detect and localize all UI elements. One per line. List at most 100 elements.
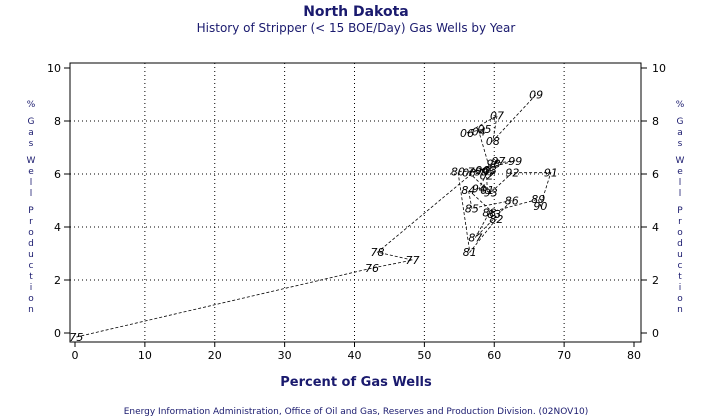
point-label: 96 (475, 164, 489, 177)
point-label: 88 (482, 206, 496, 219)
y-axis-label-char: t (29, 272, 33, 282)
y-tick-label-left: 4 (54, 221, 61, 234)
point-label: 79 (468, 165, 482, 178)
x-tick-label: 80 (627, 349, 641, 362)
y-axis-label-char: l (679, 189, 682, 199)
y-tick-label-left: 8 (54, 115, 61, 128)
x-tick-label: 60 (487, 349, 501, 362)
y-tick-label-left: 0 (54, 327, 61, 340)
point-label: 83 (487, 208, 501, 221)
y-tick-label-left: 10 (47, 62, 61, 75)
y-axis-label-char: s (678, 139, 683, 149)
point-label: 05 (477, 123, 491, 136)
point-label: 98 (487, 157, 501, 170)
y-axis-label-char: r (678, 217, 682, 227)
y-axis-label-char: o (28, 294, 34, 304)
y-axis-label-char: t (678, 272, 682, 282)
x-tick-label: 40 (348, 349, 362, 362)
chart-subtitle: History of Stripper (< 15 BOE/Day) Gas W… (197, 21, 516, 35)
y-axis-label-char: c (29, 261, 34, 271)
x-tick-label: 30 (278, 349, 292, 362)
y-axis-label-char: r (29, 217, 33, 227)
y-axis-label-char: i (679, 283, 682, 293)
point-label: 80 (451, 165, 465, 178)
y-axis-label-char: i (30, 283, 33, 293)
x-tick-label: 70 (557, 349, 571, 362)
y-axis-label-char: l (30, 189, 33, 199)
y-axis-label-char: % (27, 100, 36, 110)
point-label: 78 (371, 246, 385, 259)
point-label: 06 (460, 127, 474, 140)
y-axis-label-char: P (677, 206, 683, 216)
y-axis-label-char: u (677, 250, 683, 260)
point-label: 77 (405, 254, 419, 267)
y-axis-label-char: e (677, 167, 683, 177)
y-axis-label-char: e (28, 167, 34, 177)
y-axis-label-char: % (676, 100, 685, 110)
x-tick-label: 20 (208, 349, 222, 362)
y-axis-label-char: o (677, 228, 683, 238)
point-label: 01 (480, 184, 494, 197)
point-label: 90 (533, 200, 547, 213)
point-label: 03 (483, 164, 497, 177)
point-label: 99 (508, 155, 522, 168)
grid (70, 63, 641, 342)
point-label: 02 (480, 169, 494, 182)
y-axis-label-char: l (679, 178, 682, 188)
y-axis-label-char: n (677, 305, 683, 315)
plot-frame (69, 62, 642, 343)
y-axis-label-char: W (27, 156, 36, 166)
y-tick-label-right: 6 (652, 168, 659, 181)
point-label: 07 (490, 110, 504, 123)
y-axis-label-char: u (28, 250, 34, 260)
point-label: 09 (529, 89, 543, 102)
x-tick-label: 0 (72, 349, 79, 362)
point-label: 85 (465, 202, 479, 215)
point-label: 94 (472, 183, 486, 196)
point-label: 81 (463, 246, 477, 259)
point-label: 87 (468, 232, 482, 245)
x-tick-label: 50 (417, 349, 431, 362)
y-tick-label-right: 8 (652, 115, 659, 128)
point-label: 75 (69, 331, 83, 344)
y-axis-label-char: G (28, 117, 35, 127)
y-axis-label-char: d (677, 239, 683, 249)
point-label: 08 (486, 135, 500, 148)
y-tick-label-left: 6 (54, 168, 61, 181)
y-axis-label-char: s (29, 139, 34, 149)
y-tick-label-right: 2 (652, 274, 659, 287)
y-tick-label-right: 4 (652, 221, 659, 234)
y-tick-label-right: 10 (652, 62, 666, 75)
point-label: 95 (481, 165, 495, 178)
y-axis-label-char: G (677, 117, 684, 127)
point-label: 92 (505, 167, 519, 180)
y-axis-label-char: c (678, 261, 683, 271)
chart-title: North Dakota (303, 4, 409, 20)
y-axis-label-char: l (30, 178, 33, 188)
y-axis-label-char: o (677, 294, 683, 304)
y-axis-label-char: P (28, 206, 34, 216)
y-axis-label-char: a (28, 128, 34, 138)
point-label: 84 (461, 184, 475, 197)
point-label: 00 (462, 167, 476, 180)
point-label: 97 (491, 155, 505, 168)
x-axis-label: Percent of Gas Wells (280, 375, 432, 390)
point-label: 89 (531, 193, 545, 206)
y-axis-label-char: a (677, 128, 683, 138)
y-axis-label-char: o (28, 228, 34, 238)
y-axis-label-char: W (676, 156, 685, 166)
footnote: Energy Information Administration, Offic… (124, 407, 589, 417)
point-label: 76 (365, 262, 379, 275)
y-axis-label-char: d (28, 239, 34, 249)
point-label: 93 (484, 187, 498, 200)
y-axis-label-char: n (28, 305, 34, 315)
y-tick-label-right: 0 (652, 327, 659, 340)
x-tick-label: 10 (138, 349, 152, 362)
point-label: 04 (472, 126, 486, 139)
ticks: 0 10 20 30 40 50 60 70 800 02 24 46 68 810 10 (47, 62, 666, 362)
series: 7576777879808182838485868788899091929394… (69, 89, 557, 344)
point-label: 82 (489, 213, 503, 226)
point-label: 86 (505, 195, 519, 208)
